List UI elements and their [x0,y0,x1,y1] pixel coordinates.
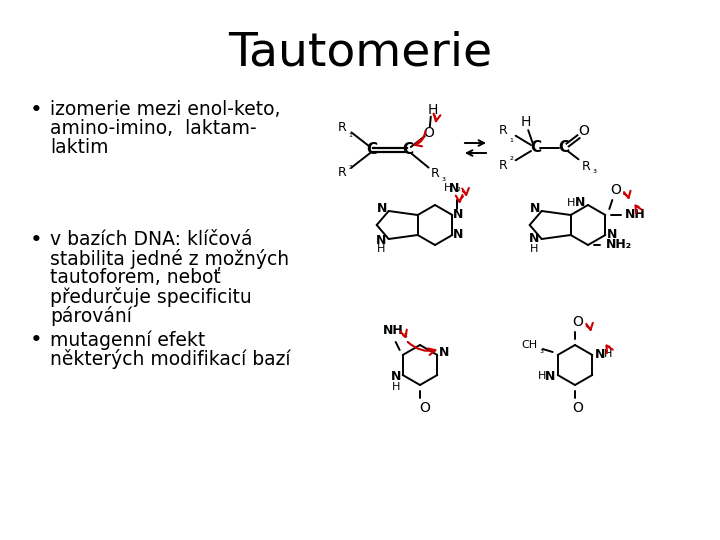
Text: izomerie mezi enol-keto,: izomerie mezi enol-keto, [50,100,281,119]
Text: R: R [431,167,440,180]
Text: •: • [30,100,42,120]
Text: H: H [521,115,531,129]
Text: ₂: ₂ [348,160,352,171]
Text: ₁: ₁ [348,130,352,139]
Text: N: N [544,369,555,382]
Text: H: H [538,371,546,381]
Text: R: R [499,124,508,137]
Text: C: C [531,140,541,156]
Text: N: N [453,228,464,241]
Text: H: H [377,244,385,254]
Text: •: • [30,330,42,350]
Text: C: C [558,140,570,156]
Text: některých modifikací bazí: některých modifikací bazí [50,349,290,369]
Text: •: • [30,230,42,250]
Text: ₂: ₂ [510,152,513,163]
Text: R: R [338,166,347,179]
Text: O: O [572,315,583,329]
Text: N: N [377,202,387,215]
Text: O: O [610,183,621,197]
Text: N: N [449,181,459,194]
Text: N: N [528,233,539,246]
Text: N: N [453,208,464,221]
Text: tautoforem, neboť: tautoforem, neboť [50,268,221,287]
Text: NH: NH [625,208,646,221]
Text: N: N [529,202,540,215]
Text: ₃: ₃ [441,173,446,183]
Text: ₃: ₃ [593,165,596,176]
Text: párování: párování [50,306,132,326]
Text: laktim: laktim [50,138,109,157]
Text: ₂: ₂ [456,183,460,193]
Text: O: O [420,401,431,415]
Text: C: C [366,143,378,158]
Text: H: H [604,349,613,359]
Text: NH₂: NH₂ [606,239,632,252]
Text: N: N [575,197,585,210]
Text: N: N [595,348,606,361]
Text: CH: CH [521,340,538,350]
Text: NH: NH [383,323,404,336]
Text: O: O [572,401,583,415]
Text: N: N [607,228,618,241]
Text: stabilita jedné z možných: stabilita jedné z možných [50,249,289,269]
Text: amino-imino,  laktam-: amino-imino, laktam- [50,119,256,138]
Text: H: H [392,382,400,392]
Text: R: R [338,121,347,134]
Text: R: R [499,159,508,172]
Text: N: N [439,347,449,360]
Text: H: H [428,103,438,117]
Text: Tautomerie: Tautomerie [228,30,492,75]
Text: H: H [529,244,538,254]
Text: ₃: ₃ [540,345,544,355]
Text: O: O [423,126,434,140]
Text: O: O [578,124,589,138]
Text: N: N [390,370,401,383]
Text: H: H [567,198,575,208]
Text: předurčuje specificitu: předurčuje specificitu [50,287,252,307]
Text: C: C [402,143,413,158]
Text: R: R [582,160,591,173]
Text: N: N [376,233,386,246]
Text: ₂: ₂ [404,329,408,339]
Text: ₁: ₁ [510,134,513,144]
Text: v bazích DNA: klíčová: v bazích DNA: klíčová [50,230,253,249]
Text: mutagenní efekt: mutagenní efekt [50,330,205,349]
Text: H: H [444,183,452,193]
